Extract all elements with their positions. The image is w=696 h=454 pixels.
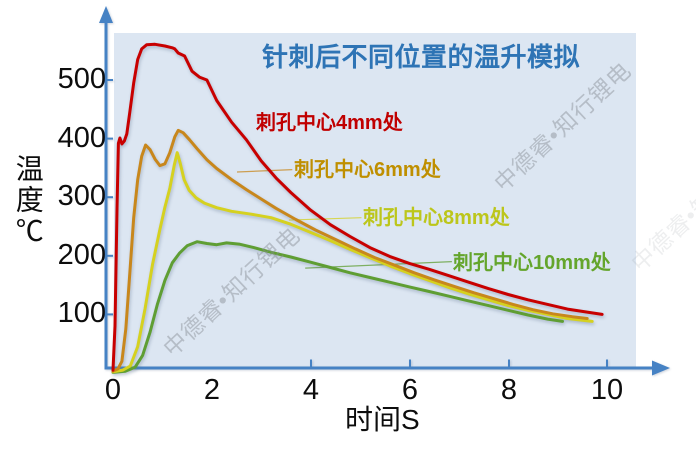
x-tick-label-2: 2: [203, 374, 221, 406]
y-tick-label-500: 500: [57, 63, 106, 95]
y-tick-label-200: 200: [57, 239, 106, 271]
x-axis-arrow-icon: [652, 360, 670, 376]
y-axis-title: 温度℃: [12, 154, 44, 247]
y-tick-label-100: 100: [57, 297, 106, 329]
y-tick-label-400: 400: [57, 122, 106, 154]
x-tick-label-6: 6: [401, 374, 419, 406]
leader-line-刺孔中心8mm处: [288, 217, 362, 221]
y-tick-marks: [104, 79, 113, 316]
series-label-6mm: 刺孔中心6mm处: [294, 159, 441, 181]
y-tick-label-300: 300: [57, 180, 106, 212]
curve-刺孔中心8mm处: [111, 151, 594, 374]
x-tick-label-8: 8: [500, 374, 518, 406]
x-tick-label-10: 10: [590, 374, 624, 406]
series-label-4mm: 刺孔中心4mm处: [256, 112, 403, 134]
series-label-8mm: 刺孔中心8mm处: [363, 207, 510, 229]
chart-title: 针刺后不同位置的温升模拟: [262, 42, 581, 72]
series-label-10mm: 刺孔中心10mm处: [453, 252, 611, 274]
leader-line-刺孔中心6mm处: [236, 169, 293, 173]
y-axis-arrow-icon: [99, 6, 113, 23]
x-tick-marks: [310, 359, 608, 368]
x-tick-label-4: 4: [302, 374, 320, 406]
x-axis-title: 时间S: [345, 404, 420, 435]
axes-group: [99, 6, 670, 376]
temperature-curves: [111, 42, 604, 374]
curve-刺孔中心6mm处: [111, 128, 589, 373]
curve-刺孔中心4mm处: [111, 42, 604, 372]
curve-刺孔中心10mm处: [111, 240, 564, 374]
x-tick-label-0: 0: [104, 374, 122, 406]
